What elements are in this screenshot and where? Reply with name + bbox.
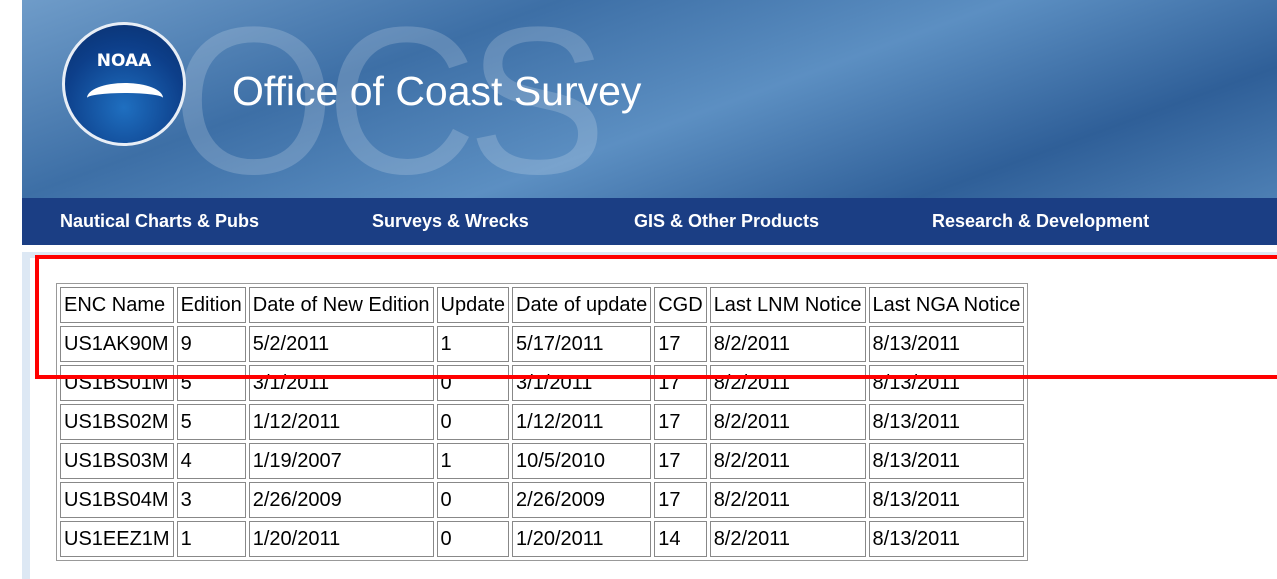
logo[interactable]: NOAA <box>62 22 186 146</box>
highlight-box <box>35 255 1277 379</box>
table-cell: 2/26/2009 <box>249 482 434 518</box>
table-cell: US1EEZ1M <box>60 521 174 557</box>
table-cell: 1/20/2011 <box>512 521 651 557</box>
table-cell: 14 <box>654 521 706 557</box>
table-cell: 3 <box>177 482 246 518</box>
nav-link[interactable]: Nautical Charts & Pubs <box>60 211 259 232</box>
table-cell: 8/13/2011 <box>869 443 1025 479</box>
table-cell: US1BS03M <box>60 443 174 479</box>
banner: OCS NOAA Office of Coast Survey <box>22 0 1277 198</box>
table-cell: 17 <box>654 404 706 440</box>
table-cell: 0 <box>437 482 510 518</box>
table-cell: 1/19/2007 <box>249 443 434 479</box>
table-cell: 2/26/2009 <box>512 482 651 518</box>
table-cell: US1BS04M <box>60 482 174 518</box>
table-cell: 17 <box>654 482 706 518</box>
table-cell: 4 <box>177 443 246 479</box>
table-cell: 5 <box>177 404 246 440</box>
table-cell: 17 <box>654 443 706 479</box>
table-cell: 1/12/2011 <box>249 404 434 440</box>
table-cell: 0 <box>437 404 510 440</box>
table-cell: 1/20/2011 <box>249 521 434 557</box>
table-cell: 1 <box>177 521 246 557</box>
nav-bar: Nautical Charts & Pubs Surveys & Wrecks GI… <box>22 198 1277 245</box>
table-cell: 1 <box>437 443 510 479</box>
nav-link[interactable]: Surveys & Wrecks <box>372 211 529 232</box>
nav-link[interactable]: Research & Development <box>932 211 1149 232</box>
table-cell: 8/13/2011 <box>869 482 1025 518</box>
nav-link[interactable]: GIS & Other Products <box>634 211 819 232</box>
table-cell: US1BS02M <box>60 404 174 440</box>
logo-bird <box>87 83 163 113</box>
table-cell: 8/2/2011 <box>710 521 866 557</box>
table-cell: 8/2/2011 <box>710 443 866 479</box>
logo-text: NOAA <box>65 51 183 71</box>
page: OCS NOAA Office of Coast Survey Nautical… <box>0 0 1277 579</box>
table-cell: 8/13/2011 <box>869 404 1025 440</box>
table-cell: 1/12/2011 <box>512 404 651 440</box>
table-cell: 8/2/2011 <box>710 482 866 518</box>
table-cell: 8/13/2011 <box>869 521 1025 557</box>
table-cell: 0 <box>437 521 510 557</box>
table-cell: 10/5/2010 <box>512 443 651 479</box>
site-title: Office of Coast Survey <box>232 68 641 115</box>
table-cell: 8/2/2011 <box>710 404 866 440</box>
